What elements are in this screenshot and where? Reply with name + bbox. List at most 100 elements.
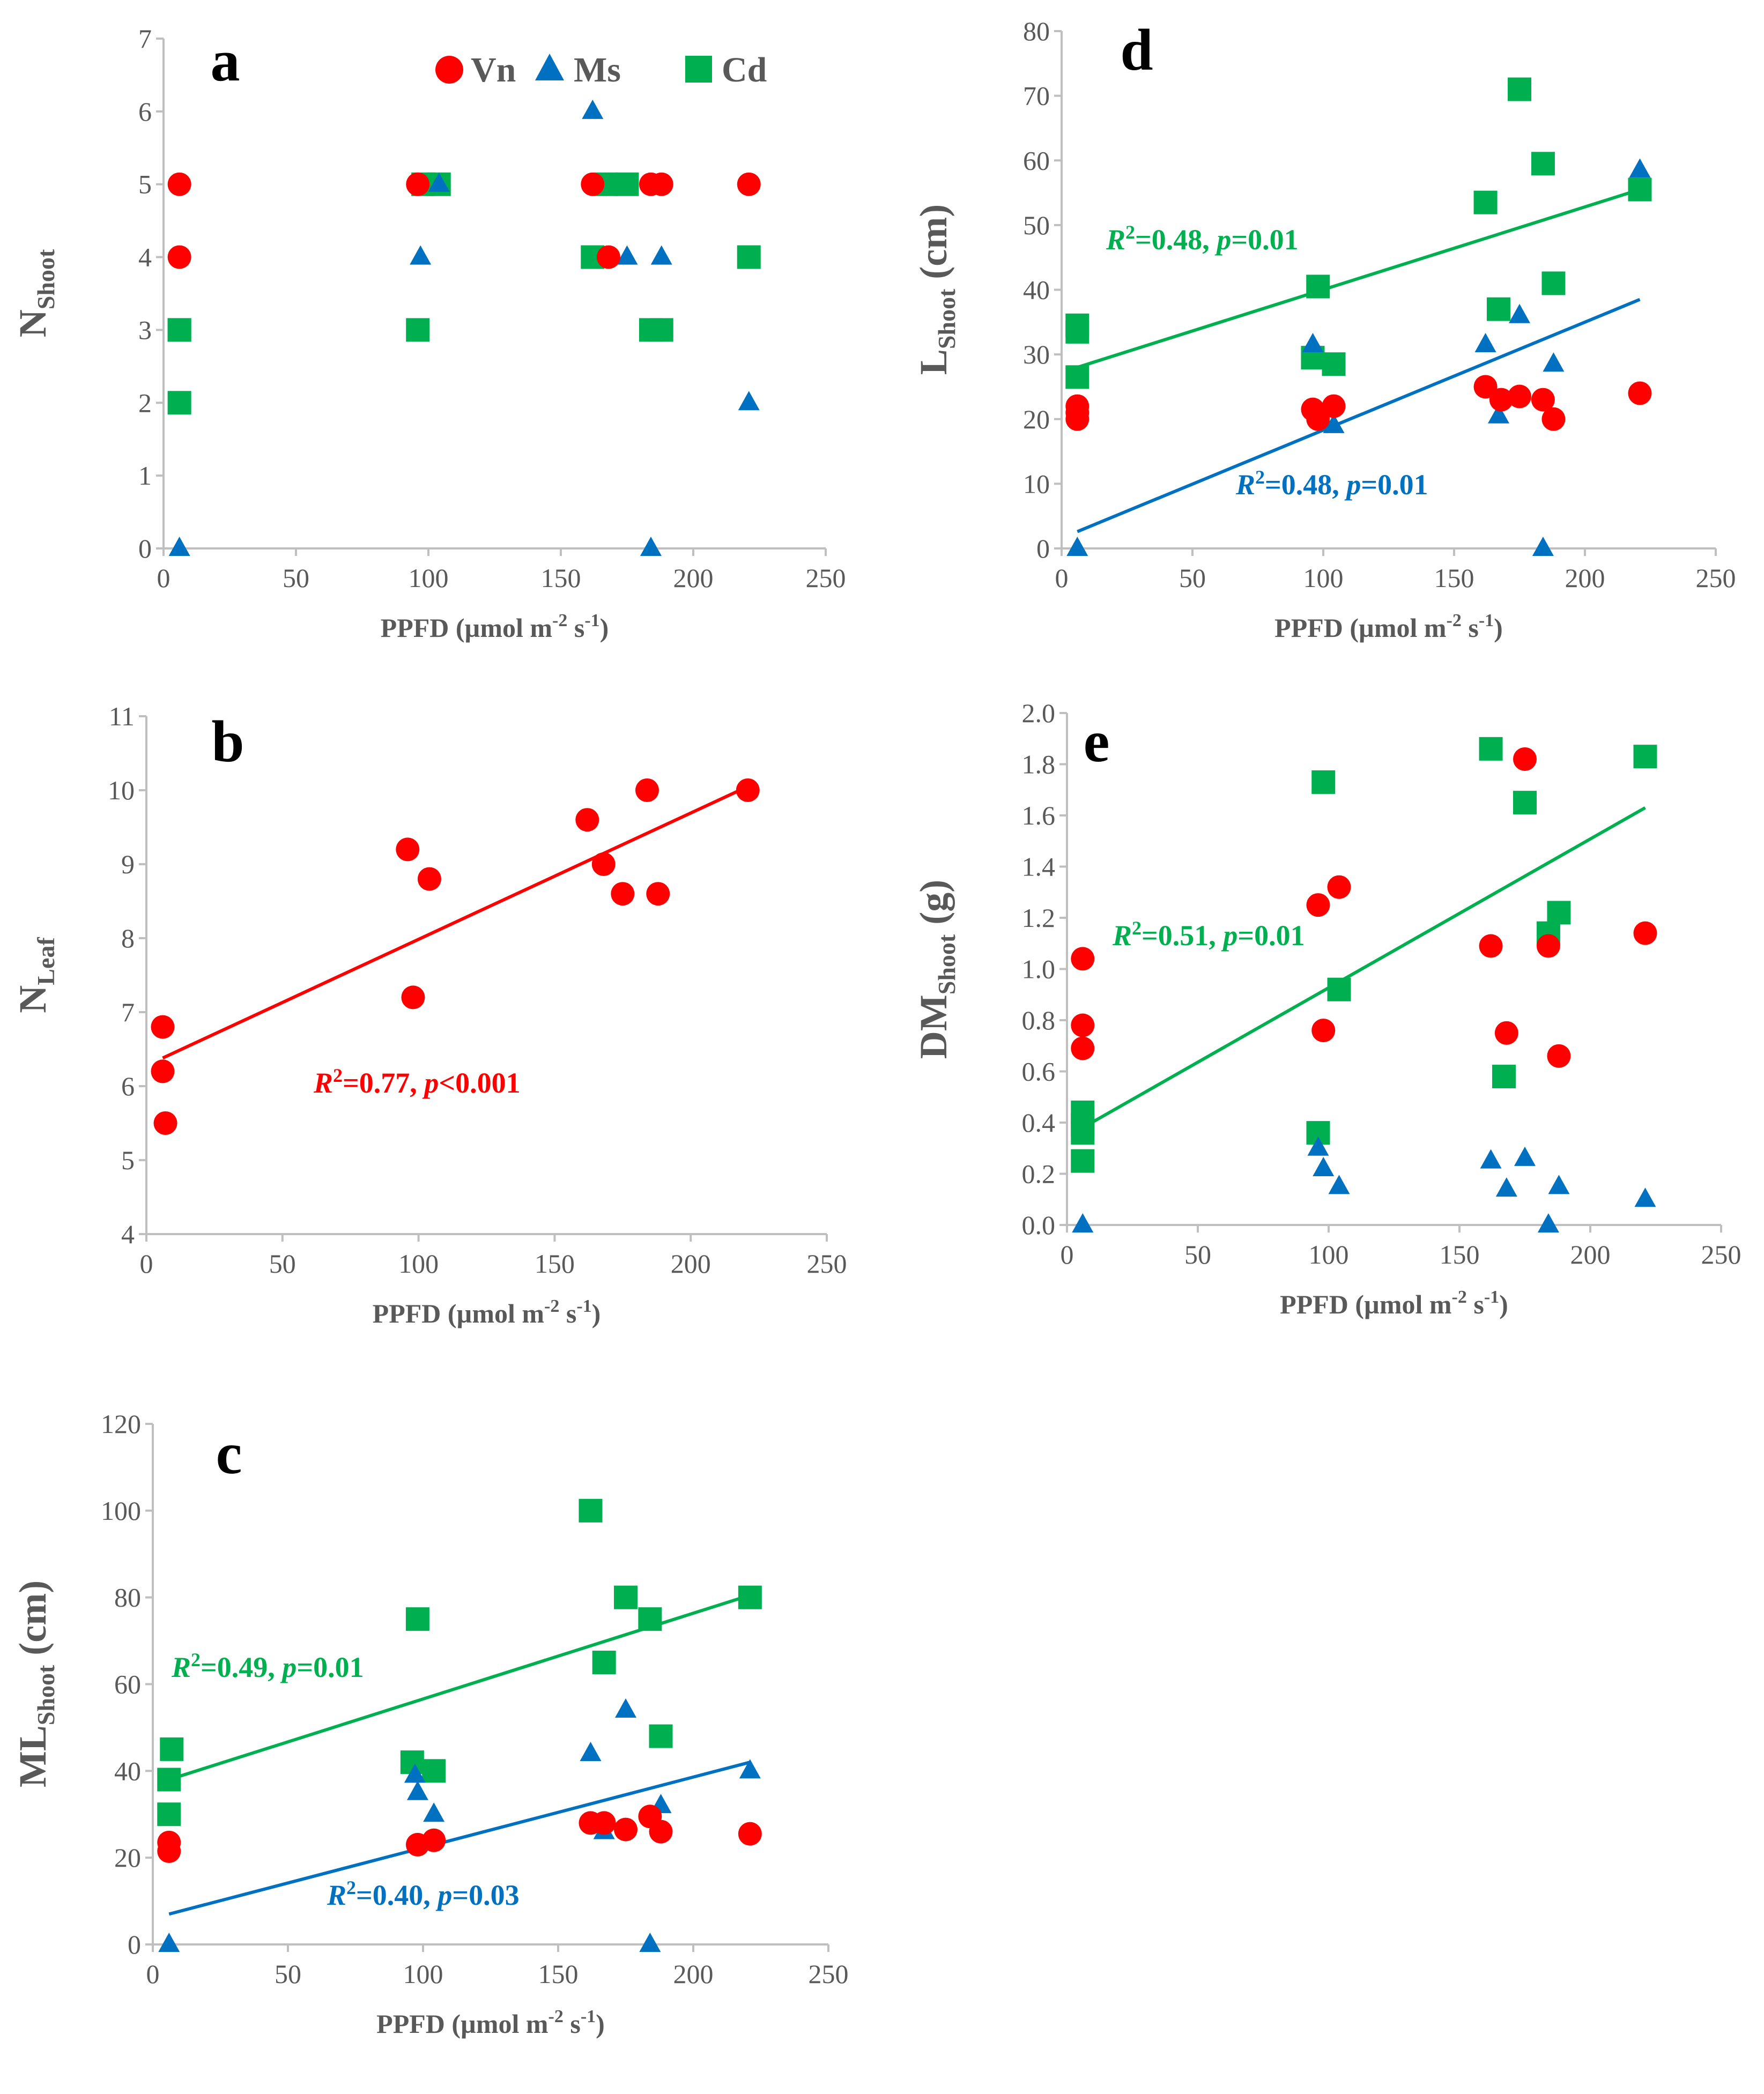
annotation-part: =0.51,: [1142, 919, 1223, 952]
point-vn: [1473, 375, 1498, 399]
point-cd: [1071, 1121, 1095, 1145]
legend-marker-ms: [535, 54, 564, 80]
point-ms: [580, 1741, 602, 1761]
legend-marker-vn: [435, 56, 463, 84]
point-vn: [1065, 407, 1089, 431]
y-axis-label: MLShoot (cm): [11, 1580, 60, 1787]
x-axis-label-superscript: -2: [1452, 1287, 1467, 1307]
point-ms: [404, 1763, 426, 1783]
annotation-part: 2: [1125, 221, 1135, 243]
point-ms: [1307, 1136, 1329, 1156]
x-axis-label-part: s: [1467, 1289, 1484, 1319]
annotation-part: R: [171, 1651, 191, 1683]
point-cd: [579, 1498, 603, 1523]
point-ms: [640, 537, 662, 556]
x-tick-label: 0: [146, 1959, 160, 1989]
trendline-cd: [168, 1593, 751, 1781]
annotation-vn: R2=0.77, p<0.001: [313, 1065, 521, 1099]
x-tick-label: 50: [269, 1249, 296, 1279]
y-tick-label: 80: [114, 1583, 141, 1613]
point-vn: [422, 1828, 446, 1852]
x-axis-label-superscript: -2: [1447, 611, 1462, 630]
y-tick-label: 40: [1023, 275, 1050, 305]
x-axis-label: PPFD (µmol m-2 s-1): [1280, 1287, 1508, 1319]
point-ms: [423, 1802, 445, 1822]
annotation-ms: R2=0.48, p=0.01: [1235, 466, 1428, 501]
x-tick-label: 0: [157, 563, 171, 593]
y-tick-label: 6: [121, 1071, 135, 1101]
y-axis-label-unit: (cm): [11, 1580, 54, 1665]
x-axis-label: PPFD (µmol m-2 s-1): [1274, 611, 1503, 643]
y-tick-label: 1.4: [1022, 852, 1056, 882]
point-vn: [151, 1059, 175, 1083]
x-tick-label: 150: [535, 1249, 575, 1279]
point-vn: [406, 172, 430, 196]
x-axis-label: PPFD (µmol m-2 s-1): [373, 1296, 601, 1328]
point-cd: [1306, 274, 1330, 299]
y-tick-label: 0: [1036, 533, 1050, 563]
x-tick-label: 0: [1055, 563, 1069, 593]
x-tick-label: 50: [1184, 1239, 1211, 1269]
point-cd: [157, 1768, 181, 1792]
y-tick-label: 1.0: [1022, 954, 1056, 984]
y-tick-label: 1.6: [1022, 800, 1056, 830]
point-cd: [405, 1607, 429, 1631]
y-tick-label: 2.0: [1022, 698, 1056, 728]
y-axis-label-main: ML: [11, 1725, 54, 1787]
x-axis-label-part: s: [564, 2009, 581, 2039]
x-tick-label: 250: [809, 1959, 849, 1989]
y-axis-label-subscript: Shoot: [32, 1665, 60, 1725]
y-tick-label: 1.2: [1022, 903, 1056, 933]
x-axis-label-superscript: -1: [1479, 611, 1494, 630]
y-tick-label: 0.8: [1022, 1005, 1056, 1035]
point-cd: [1547, 901, 1571, 925]
x-tick-label: 150: [1434, 563, 1474, 593]
point-cd: [1633, 745, 1657, 769]
x-axis-label-part: s: [559, 1298, 576, 1328]
x-axis-label-part: ): [596, 2009, 605, 2039]
x-tick-label: 150: [538, 1959, 579, 1989]
point-ms: [158, 1933, 180, 1952]
point-ms: [582, 99, 604, 119]
point-cd: [1513, 791, 1537, 815]
y-tick-label: 70: [1023, 81, 1050, 111]
annotation-part: p: [1221, 919, 1237, 952]
y-tick-label: 5: [121, 1145, 135, 1175]
y-tick-label: 11: [109, 701, 135, 731]
x-axis-label-part: PPFD (µmol m: [376, 2009, 548, 2039]
point-vn: [167, 172, 191, 196]
point-cd: [1327, 977, 1351, 1001]
trendline-cd: [1081, 806, 1646, 1130]
point-vn: [611, 882, 635, 906]
chart-c: 0 20 40 60 80 100 120 0 50 100 150 200 250 PPFD (µmol…: [11, 1409, 849, 2039]
annotation-part: p: [435, 1879, 452, 1911]
y-tick-label: 20: [1023, 404, 1050, 434]
trendline-cd: [1077, 188, 1641, 369]
x-axis-label-superscript: -1: [576, 1296, 591, 1316]
y-axis-label: LShoot (cm): [912, 204, 960, 375]
y-axis-label-main: DM: [912, 994, 955, 1059]
point-ms: [615, 1698, 636, 1718]
point-vn: [591, 852, 616, 876]
chart-a: 0 1 2 3 4 5 6 7 0 50 100 150 200 250 PPFD (µmol m-2 s-…: [11, 24, 846, 643]
point-cd: [1071, 1149, 1095, 1173]
y-axis-label-unit: (g): [912, 880, 955, 934]
x-tick-label: 200: [1570, 1239, 1611, 1269]
x-tick-label: 200: [1565, 563, 1605, 593]
legend-marker-cd: [685, 56, 712, 83]
y-tick-label: 0.2: [1022, 1159, 1056, 1189]
trendline-ms: [1077, 298, 1641, 533]
point-vn: [153, 1111, 177, 1135]
y-tick-label: 2: [138, 388, 152, 418]
point-vn: [736, 778, 760, 802]
x-tick-label: 200: [673, 563, 714, 593]
point-vn: [614, 1817, 638, 1841]
point-vn: [1071, 947, 1095, 971]
point-cd: [167, 391, 191, 415]
annotation-part: =0.77,: [343, 1067, 424, 1099]
y-tick-label: 1.8: [1022, 749, 1056, 779]
point-cd: [737, 245, 761, 269]
x-tick-label: 100: [1309, 1239, 1349, 1269]
point-ms: [168, 537, 190, 556]
point-cd: [1486, 297, 1510, 321]
